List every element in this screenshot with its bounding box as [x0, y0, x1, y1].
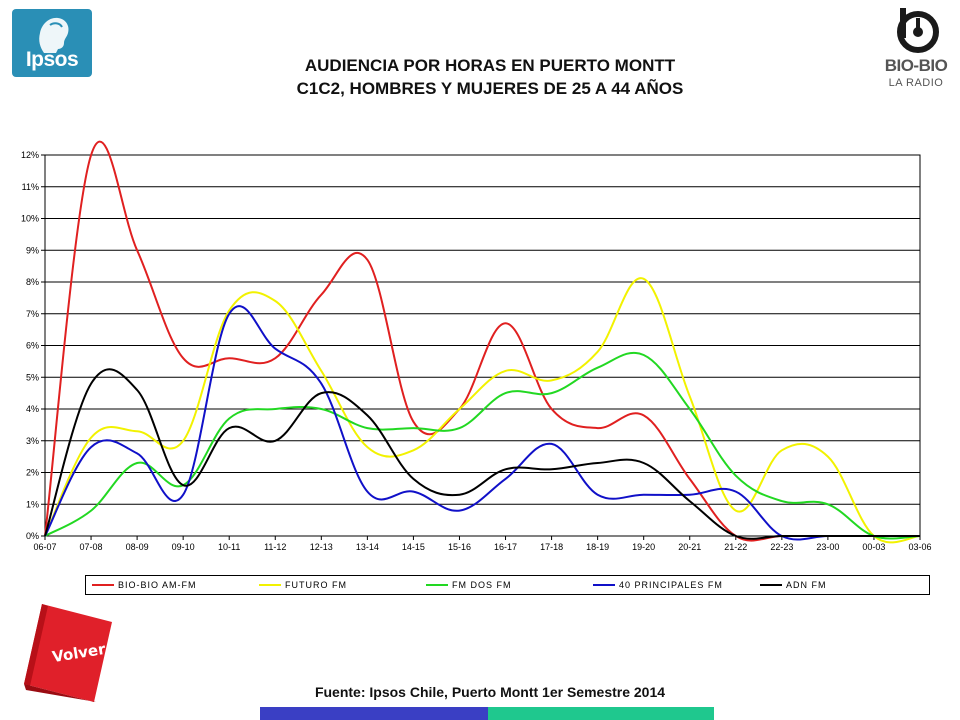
footer-bar-blue — [260, 707, 488, 720]
x-tick-label: 20-21 — [678, 542, 701, 552]
volver-shape-icon — [24, 604, 112, 702]
x-tick-label: 10-11 — [218, 542, 240, 552]
series-line-40-principales-fm — [44, 305, 920, 541]
audience-line-chart: 0% 1% 2% 3% 4% 5% 6% 7% 8% 9% 10% 11% 12% 06-07 07-08 0… — [21, 140, 932, 552]
legend-label: ADN FM — [786, 580, 827, 590]
footer-bar-green — [488, 707, 714, 720]
x-tick-label: 16-17 — [494, 542, 517, 552]
y-tick-label: 3% — [26, 436, 39, 446]
x-tick-label: 19-20 — [632, 542, 655, 552]
x-tick-label: 13-14 — [356, 542, 379, 552]
legend-label: 40 PRINCIPALES FM — [619, 580, 723, 590]
y-tick-label: 11% — [22, 182, 39, 192]
y-tick-label: 12% — [21, 150, 39, 160]
ipsos-logo: Ipsos — [12, 9, 92, 77]
x-tick-label: 08-09 — [126, 542, 149, 552]
y-tick-label: 5% — [26, 372, 39, 382]
series-line-adn-fm — [44, 368, 920, 540]
legend-swatch — [259, 584, 281, 586]
y-tick-label: 8% — [26, 277, 39, 287]
x-tick-label: 12-13 — [310, 542, 333, 552]
x-tick-label: 11-12 — [264, 542, 286, 552]
y-tick-label: 1% — [26, 499, 39, 509]
y-tick-label: 7% — [26, 309, 39, 319]
title-line-2: C1C2, HOMBRES Y MUJERES DE 25 A 44 AÑOS — [296, 79, 684, 98]
x-tick-label: 15-16 — [448, 542, 471, 552]
legend-swatch — [426, 584, 448, 586]
biobio-logo: BIO-BIO LA RADIO — [878, 4, 954, 100]
x-tick-label: 17-18 — [540, 542, 563, 552]
y-tick-label: 9% — [26, 245, 39, 255]
x-tick-label: 23-00 — [816, 542, 839, 552]
legend-item: FUTURO FM — [259, 576, 347, 594]
ipsos-logo-text: Ipsos — [25, 48, 79, 71]
y-tick-label: 6% — [26, 341, 39, 351]
x-tick-label: 22-23 — [770, 542, 793, 552]
page-title: AUDIENCIA POR HORAS EN PUERTO MONTT C1C2… — [200, 54, 780, 100]
biobio-logo-name: BIO-BIO — [884, 56, 948, 75]
volver-button[interactable]: Volver — [22, 604, 114, 702]
x-tick-label: 03-06 — [908, 542, 931, 552]
x-tick-label: 14-15 — [402, 542, 425, 552]
legend-swatch — [92, 584, 114, 586]
x-tick-label: 21-22 — [724, 542, 747, 552]
y-tick-label: 0% — [26, 531, 39, 541]
chart-legend: BIO-BIO AM-FM FUTURO FM FM DOS FM 40 PRINCI… — [85, 575, 930, 595]
title-line-1: AUDIENCIA POR HORAS EN PUERTO MONTT — [304, 56, 676, 75]
x-tick-label: 09-10 — [172, 542, 195, 552]
series-line-futuro-fm — [44, 277, 921, 544]
x-tick-label: 07-08 — [80, 542, 103, 552]
y-tick-label: 10% — [21, 214, 39, 224]
ipsos-head-icon — [39, 17, 69, 53]
legend-item: 40 PRINCIPALES FM — [593, 576, 723, 594]
legend-item: BIO-BIO AM-FM — [92, 576, 197, 594]
legend-label: FUTURO FM — [285, 580, 347, 590]
legend-item: ADN FM — [760, 576, 827, 594]
x-tick-label: 06-07 — [33, 542, 56, 552]
y-tick-label: 4% — [26, 404, 39, 414]
source-note: Fuente: Ipsos Chile, Puerto Montt 1er Se… — [314, 684, 666, 700]
biobio-logo-sub: LA RADIO — [888, 77, 944, 89]
legend-swatch — [760, 584, 782, 586]
x-tick-label: 00-03 — [862, 542, 885, 552]
legend-label: BIO-BIO AM-FM — [118, 580, 197, 590]
legend-item: FM DOS FM — [426, 576, 512, 594]
biobio-emblem-icon — [897, 8, 939, 53]
y-tick-label: 2% — [26, 468, 39, 478]
legend-swatch — [593, 584, 615, 586]
x-tick-label: 18-19 — [586, 542, 609, 552]
legend-label: FM DOS FM — [452, 580, 512, 590]
